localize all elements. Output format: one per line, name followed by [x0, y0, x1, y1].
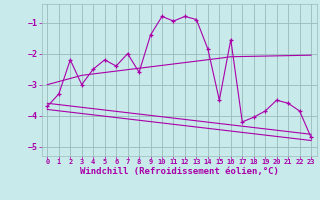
- X-axis label: Windchill (Refroidissement éolien,°C): Windchill (Refroidissement éolien,°C): [80, 167, 279, 176]
